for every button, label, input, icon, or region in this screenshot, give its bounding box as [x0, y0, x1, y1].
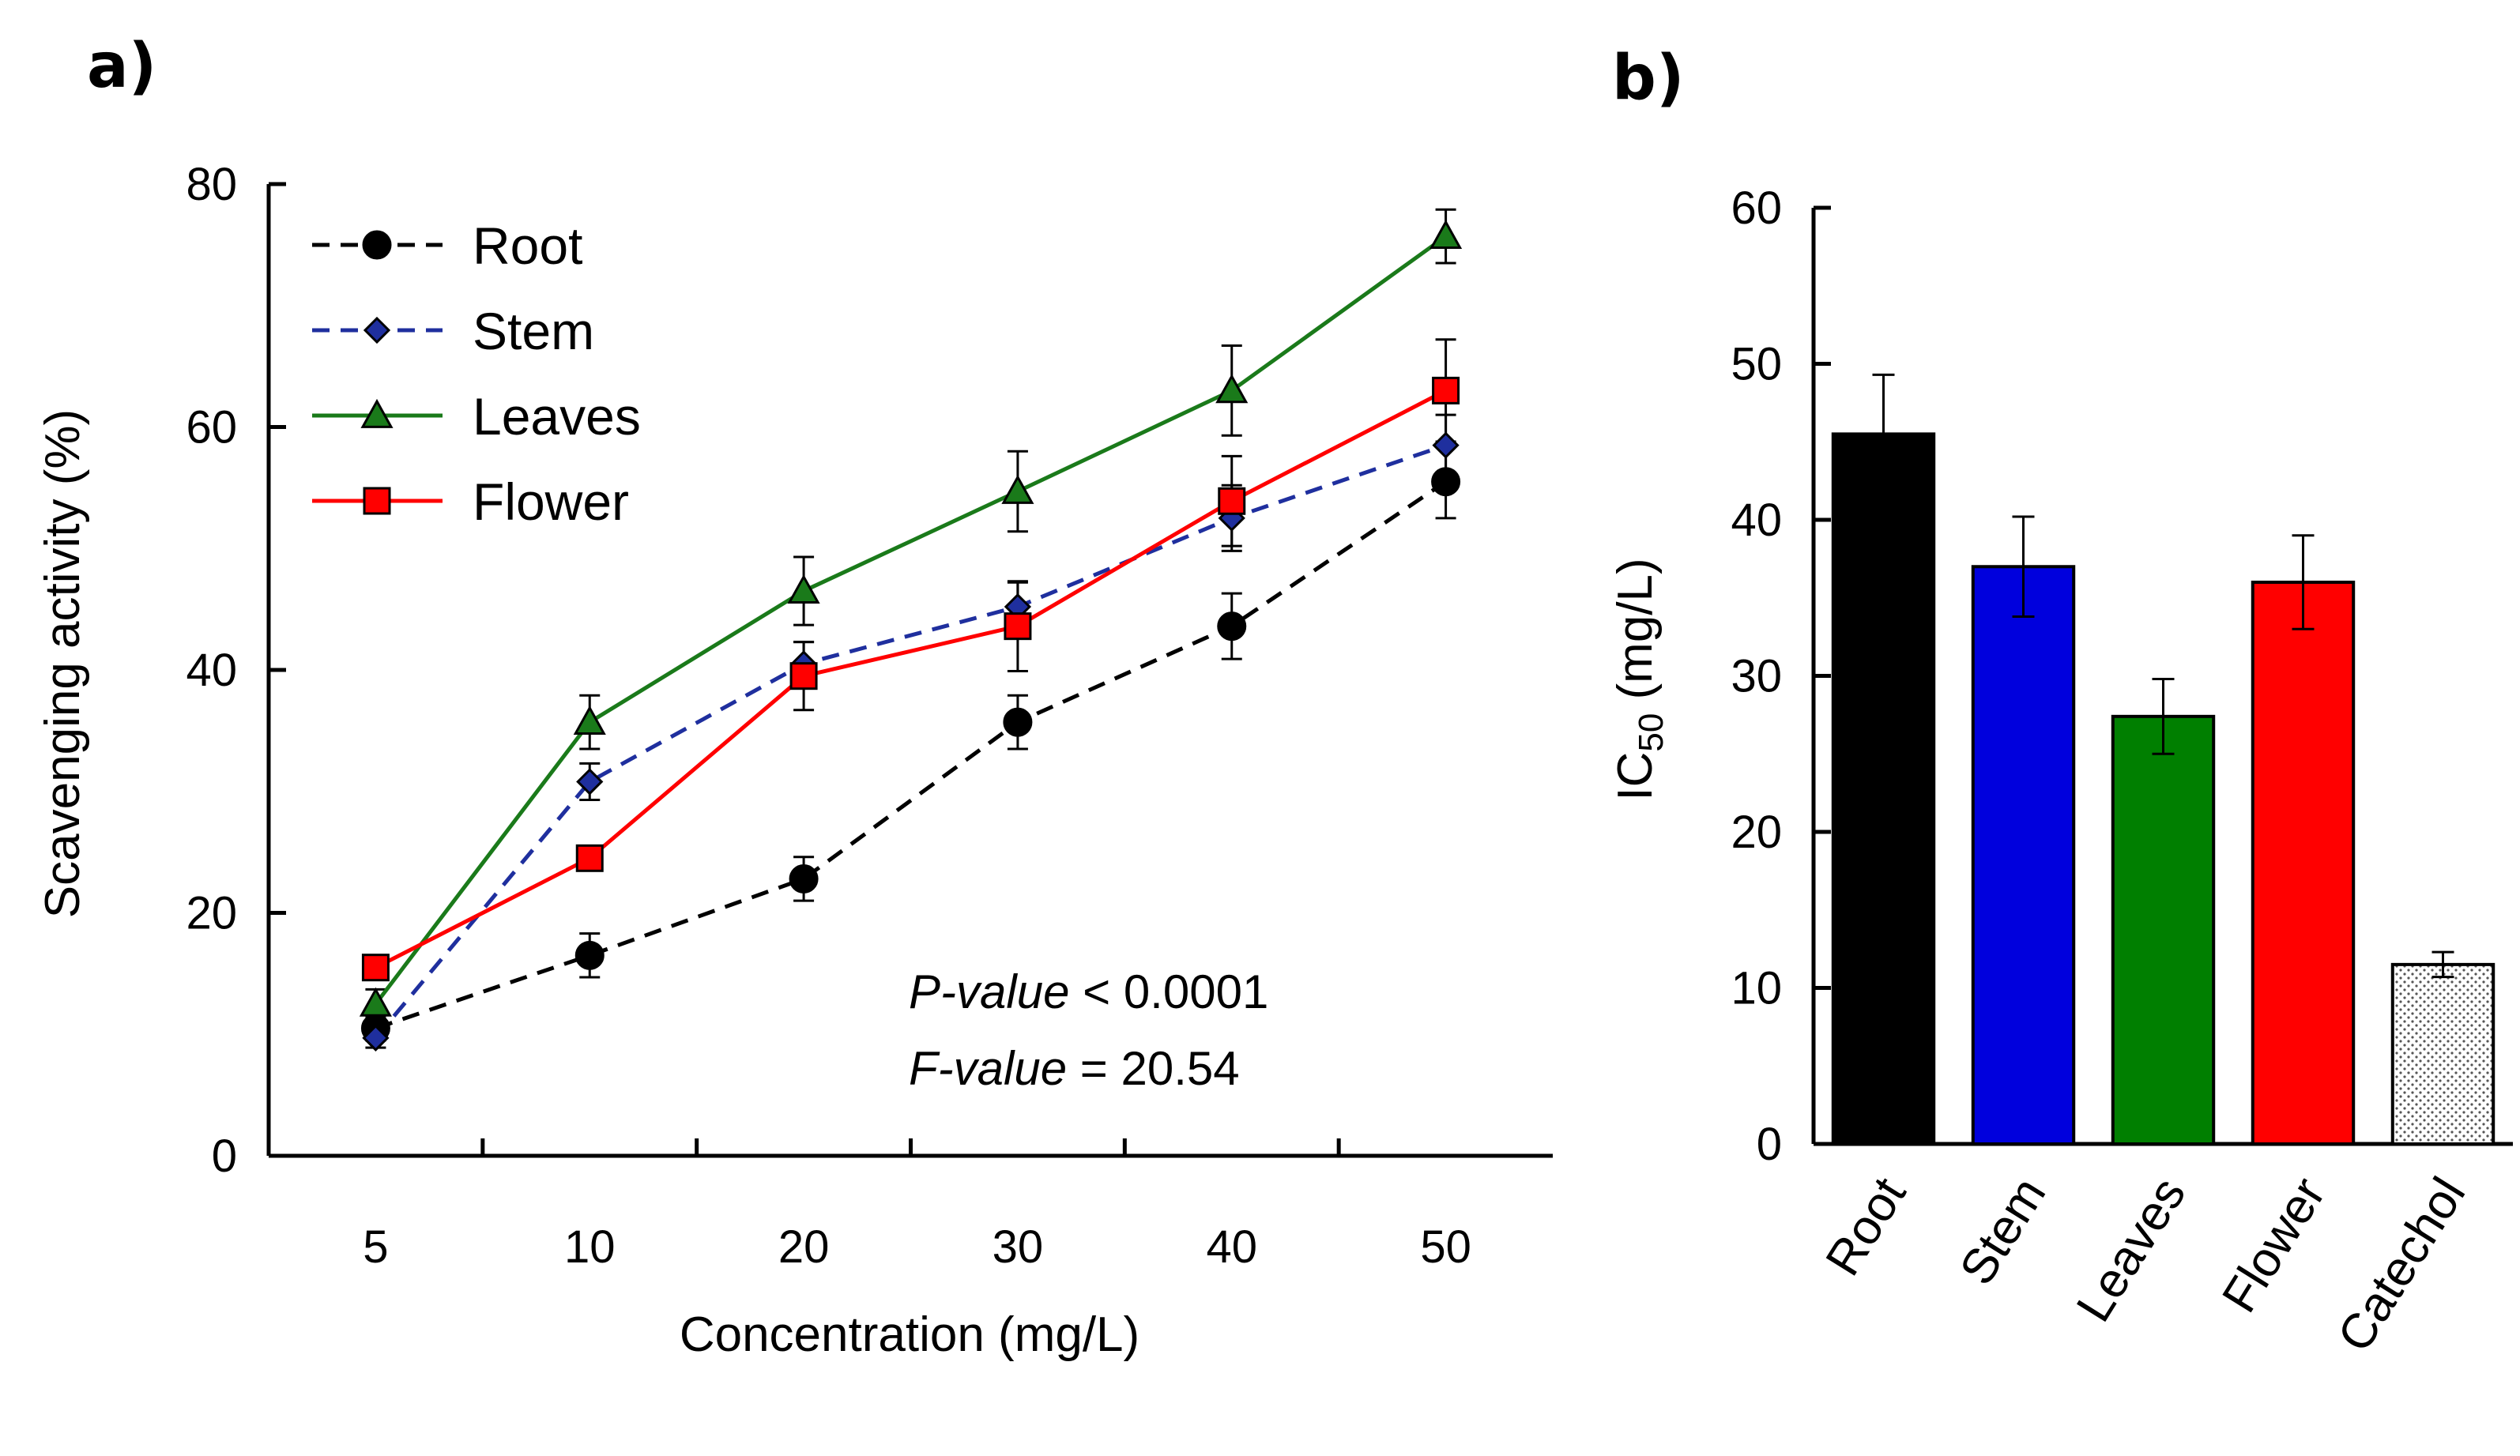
bars-group [1831, 373, 2496, 1146]
y-ticks: 0 20 40 60 80 [186, 159, 286, 1182]
y-tick-label: 20 [186, 888, 237, 939]
bar-flower [2251, 581, 2356, 1146]
data-point-stem [362, 1024, 390, 1052]
legend: Root Stem Leaves Flower [312, 216, 641, 531]
legend-label: Leaves [473, 387, 641, 446]
f-value-label: F-value [909, 1042, 1067, 1095]
data-point-root [574, 940, 605, 970]
y-axis-title: Scavenging activity (%) [36, 409, 90, 918]
bar-root [1831, 432, 1936, 1146]
x-tick-label: 10 [564, 1221, 616, 1273]
x-axis-title: Concentration (mg/L) [680, 1307, 1139, 1362]
legend-label: Root [473, 216, 582, 275]
y-tick-label: 0 [1757, 1119, 1782, 1170]
panel-a-label: a) [87, 31, 156, 102]
data-point-flower [1004, 612, 1032, 641]
legend-item-stem: Stem [312, 302, 594, 360]
x-tick-label: 5 [363, 1221, 388, 1273]
y-axis-title-main: IC [1608, 752, 1663, 801]
y-axis-title: IC50 (mg/L) [1608, 558, 1671, 800]
legend-item-flower: Flower [312, 472, 629, 531]
data-point-leaves [1215, 374, 1249, 404]
legend-item-leaves: Leaves [312, 387, 641, 446]
series-line-flower [375, 389, 1447, 969]
data-point-root [1217, 611, 1247, 641]
series-line-stem [374, 443, 1447, 1040]
x-tick-label: 50 [1420, 1221, 1471, 1273]
data-point-leaves [1001, 474, 1034, 504]
x-tick-label-stem: Stem [1949, 1168, 2056, 1294]
series-markers-flower [361, 376, 1460, 982]
bar-chart-panel: b) 0 10 20 30 40 50 60 Root Stem Leaves FlowerCat… [1608, 43, 2513, 1361]
series-line-leaves [374, 235, 1448, 1006]
x-tick-label-flower: Flower [2212, 1168, 2336, 1322]
data-point-leaves [1430, 220, 1463, 250]
data-point-flower [1432, 376, 1460, 404]
y-axis-title-subscript: 50 [1632, 713, 1671, 752]
bar-stem [1971, 565, 2076, 1146]
series-group [359, 208, 1463, 1052]
bar-leaves [2111, 714, 2216, 1146]
data-point-flower [789, 662, 818, 690]
x-tick-label: 40 [1206, 1221, 1257, 1273]
y-tick-label: 80 [186, 159, 237, 210]
data-point-root [1003, 707, 1033, 737]
series-markers-leaves [359, 220, 1463, 1017]
legend-marker [363, 487, 391, 515]
p-value-text: < 0.0001 [1069, 965, 1268, 1018]
y-ticks: 0 10 20 30 40 50 60 [1731, 182, 1831, 1170]
data-point-root [789, 863, 819, 894]
data-point-leaves [359, 987, 392, 1017]
series-markers-root [360, 467, 1461, 1044]
x-tick-label-root: Root [1815, 1168, 1916, 1285]
bar-catechol [2390, 962, 2496, 1146]
line-chart-panel: a) 0 20 40 60 80 5 10 20 30 40 50 Concentration (… [36, 31, 1553, 1362]
f-value-annotation: F-value = 20.54 [909, 1042, 1240, 1095]
panel-b-label: b) [1612, 43, 1684, 114]
y-tick-label: 60 [1731, 182, 1782, 234]
y-tick-label: 10 [1731, 963, 1782, 1014]
legend-label: Flower [473, 472, 629, 531]
f-value-text: = 20.54 [1067, 1042, 1240, 1095]
x-tick-label: 20 [778, 1221, 830, 1273]
legend-item-root: Root [312, 216, 582, 275]
y-tick-label: 50 [1731, 339, 1782, 390]
legend-marker [360, 398, 394, 428]
data-point-flower [361, 954, 390, 982]
y-tick-label: 30 [1731, 651, 1782, 702]
data-point-stem [576, 768, 604, 796]
legend-marker [362, 230, 392, 260]
y-tick-label: 40 [1731, 495, 1782, 546]
y-tick-label: 40 [186, 645, 237, 696]
p-value-label: P-value [909, 965, 1069, 1018]
y-tick-label: 20 [1731, 807, 1782, 858]
x-tick-label-catechol: Catechol [2327, 1168, 2476, 1361]
data-point-flower [1218, 487, 1246, 515]
legend-label: Stem [473, 302, 594, 360]
legend-marker [363, 316, 391, 344]
x-tick-label-leaves: Leaves [2066, 1168, 2196, 1331]
data-point-root [1431, 467, 1461, 497]
y-tick-label: 60 [186, 402, 237, 453]
data-point-flower [575, 844, 604, 872]
data-point-leaves [787, 574, 820, 604]
data-point-leaves [573, 705, 606, 736]
y-axis-title-unit: (mg/L) [1608, 558, 1663, 713]
p-value-annotation: P-value < 0.0001 [909, 965, 1268, 1018]
series-line-root [375, 480, 1447, 1030]
x-ticks: 5 10 20 30 40 50 [363, 1138, 1471, 1273]
y-tick-label: 0 [212, 1131, 237, 1182]
x-tick-label: 30 [993, 1221, 1044, 1273]
data-point-stem [1432, 431, 1460, 459]
